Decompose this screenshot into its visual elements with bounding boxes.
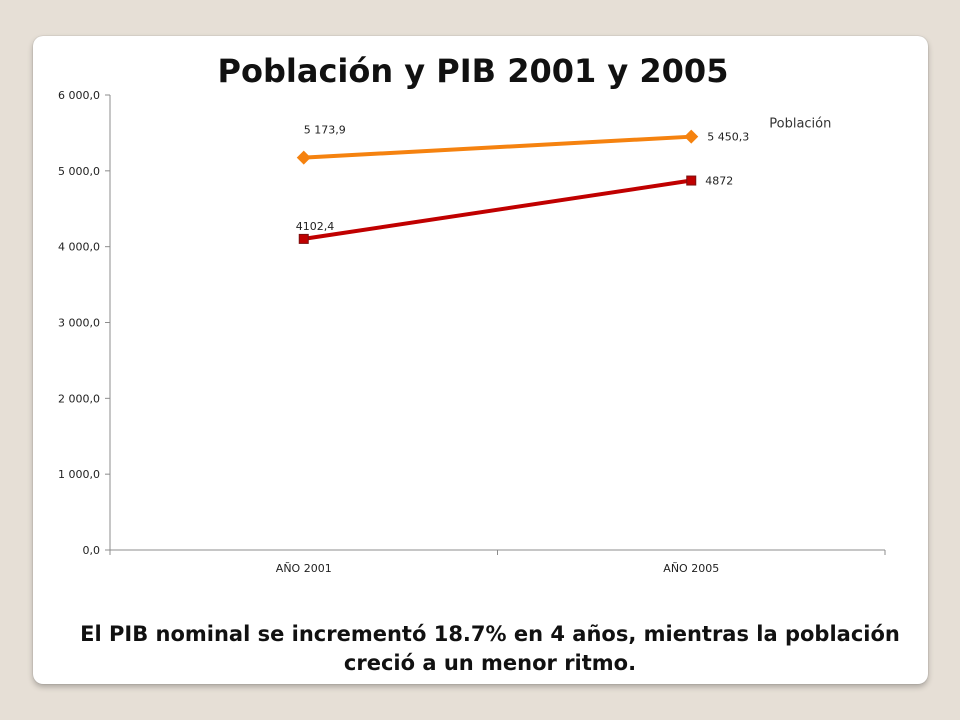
chart-axes: 0,0 1 000,0 2 000,0 3 000,0 4 000,0 5 000,0 6 … <box>58 89 886 575</box>
x-tick-label: AÑO 2005 <box>663 562 719 575</box>
slide-caption: El PIB nominal se incrementó 18.7% en 4 … <box>80 622 900 675</box>
data-label: 5 173,9 <box>304 124 346 137</box>
y-tick-label: 2 000,0 <box>58 392 100 405</box>
series-line <box>303 134 692 160</box>
data-label: 5 450,3 <box>707 131 749 144</box>
y-tick-label: 0,0 <box>83 544 101 557</box>
line-chart: 0,0 1 000,0 2 000,0 3 000,0 4 000,0 5 000,0 6 … <box>58 89 886 575</box>
data-point <box>298 233 309 244</box>
data-point <box>296 150 311 165</box>
y-tick-label: 4 000,0 <box>58 241 100 254</box>
chart-title: Población y PIB 2001 y 2005 <box>217 52 729 90</box>
y-tick-label: 5 000,0 <box>58 165 100 178</box>
series-line <box>303 178 692 241</box>
data-point <box>686 175 697 186</box>
chart-series: 5 173,9 5 450,3 Población 4102,4 4872 <box>296 117 831 244</box>
data-point <box>684 129 699 144</box>
data-label: 4872 <box>705 175 733 188</box>
x-tick-label: AÑO 2001 <box>276 562 332 575</box>
y-tick-label: 1 000,0 <box>58 468 100 481</box>
y-tick-label: 3 000,0 <box>58 317 100 330</box>
data-label: 4102,4 <box>296 220 335 233</box>
series-name-label: Población <box>769 117 831 132</box>
y-tick-label: 6 000,0 <box>58 89 100 102</box>
slide-panel <box>33 36 928 684</box>
